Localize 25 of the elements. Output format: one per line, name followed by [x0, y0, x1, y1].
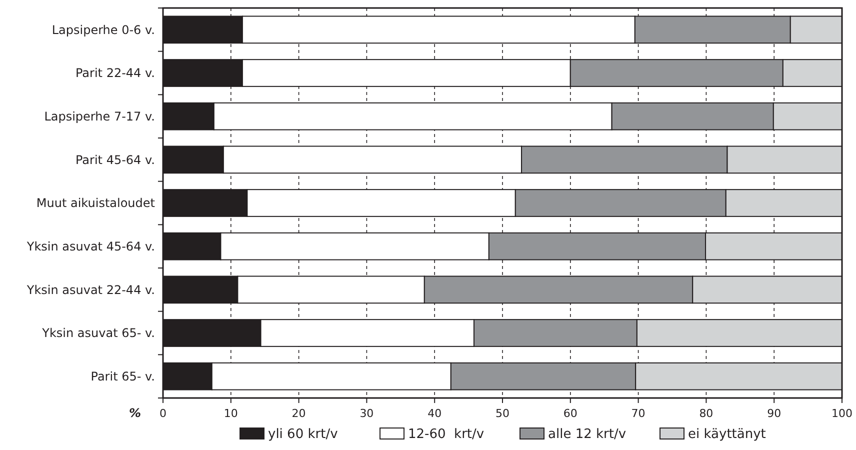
y-tick-label: Parit 22-44 v.	[75, 66, 155, 80]
y-tick-label: Parit 45-64 v.	[75, 152, 155, 167]
x-tick-label: 10	[224, 407, 238, 420]
x-tick-label: 30	[360, 407, 374, 420]
y-tick-label: Yksin asuvat 22-44 v.	[26, 282, 155, 297]
y-tick-label: Lapsiperhe 7-17 v.	[44, 110, 155, 124]
y-tick-label: Yksin asuvat 45-64 v.	[26, 240, 155, 254]
y-tick-label: Muut aikuistaloudet	[36, 196, 156, 210]
x-tick-label: 20	[292, 407, 306, 420]
x-tick-label: 70	[631, 407, 646, 420]
x-axis-title: %	[128, 406, 141, 420]
legend-label: 12-60 krt/v	[408, 427, 484, 442]
y-tick-label: Lapsiperhe 0-6 v.	[52, 22, 155, 37]
x-tick-label: 40	[428, 407, 442, 420]
legend-label: yli 60 krt/v	[268, 427, 338, 442]
x-tick-label: 90	[767, 407, 782, 420]
y-tick-label: Parit 65- v.	[90, 370, 155, 384]
x-tick-label: 0	[160, 407, 166, 420]
x-tick-label: 60	[563, 407, 578, 420]
legend-label: alle 12 krt/v	[548, 427, 626, 442]
y-tick-label: Yksin asuvat 65- v.	[41, 326, 155, 340]
legend-label: ei käyttänyt	[688, 427, 766, 442]
x-tick-label: 80	[699, 407, 714, 420]
x-tick-label: 100	[832, 407, 852, 420]
x-tick-label: 50	[496, 407, 510, 420]
